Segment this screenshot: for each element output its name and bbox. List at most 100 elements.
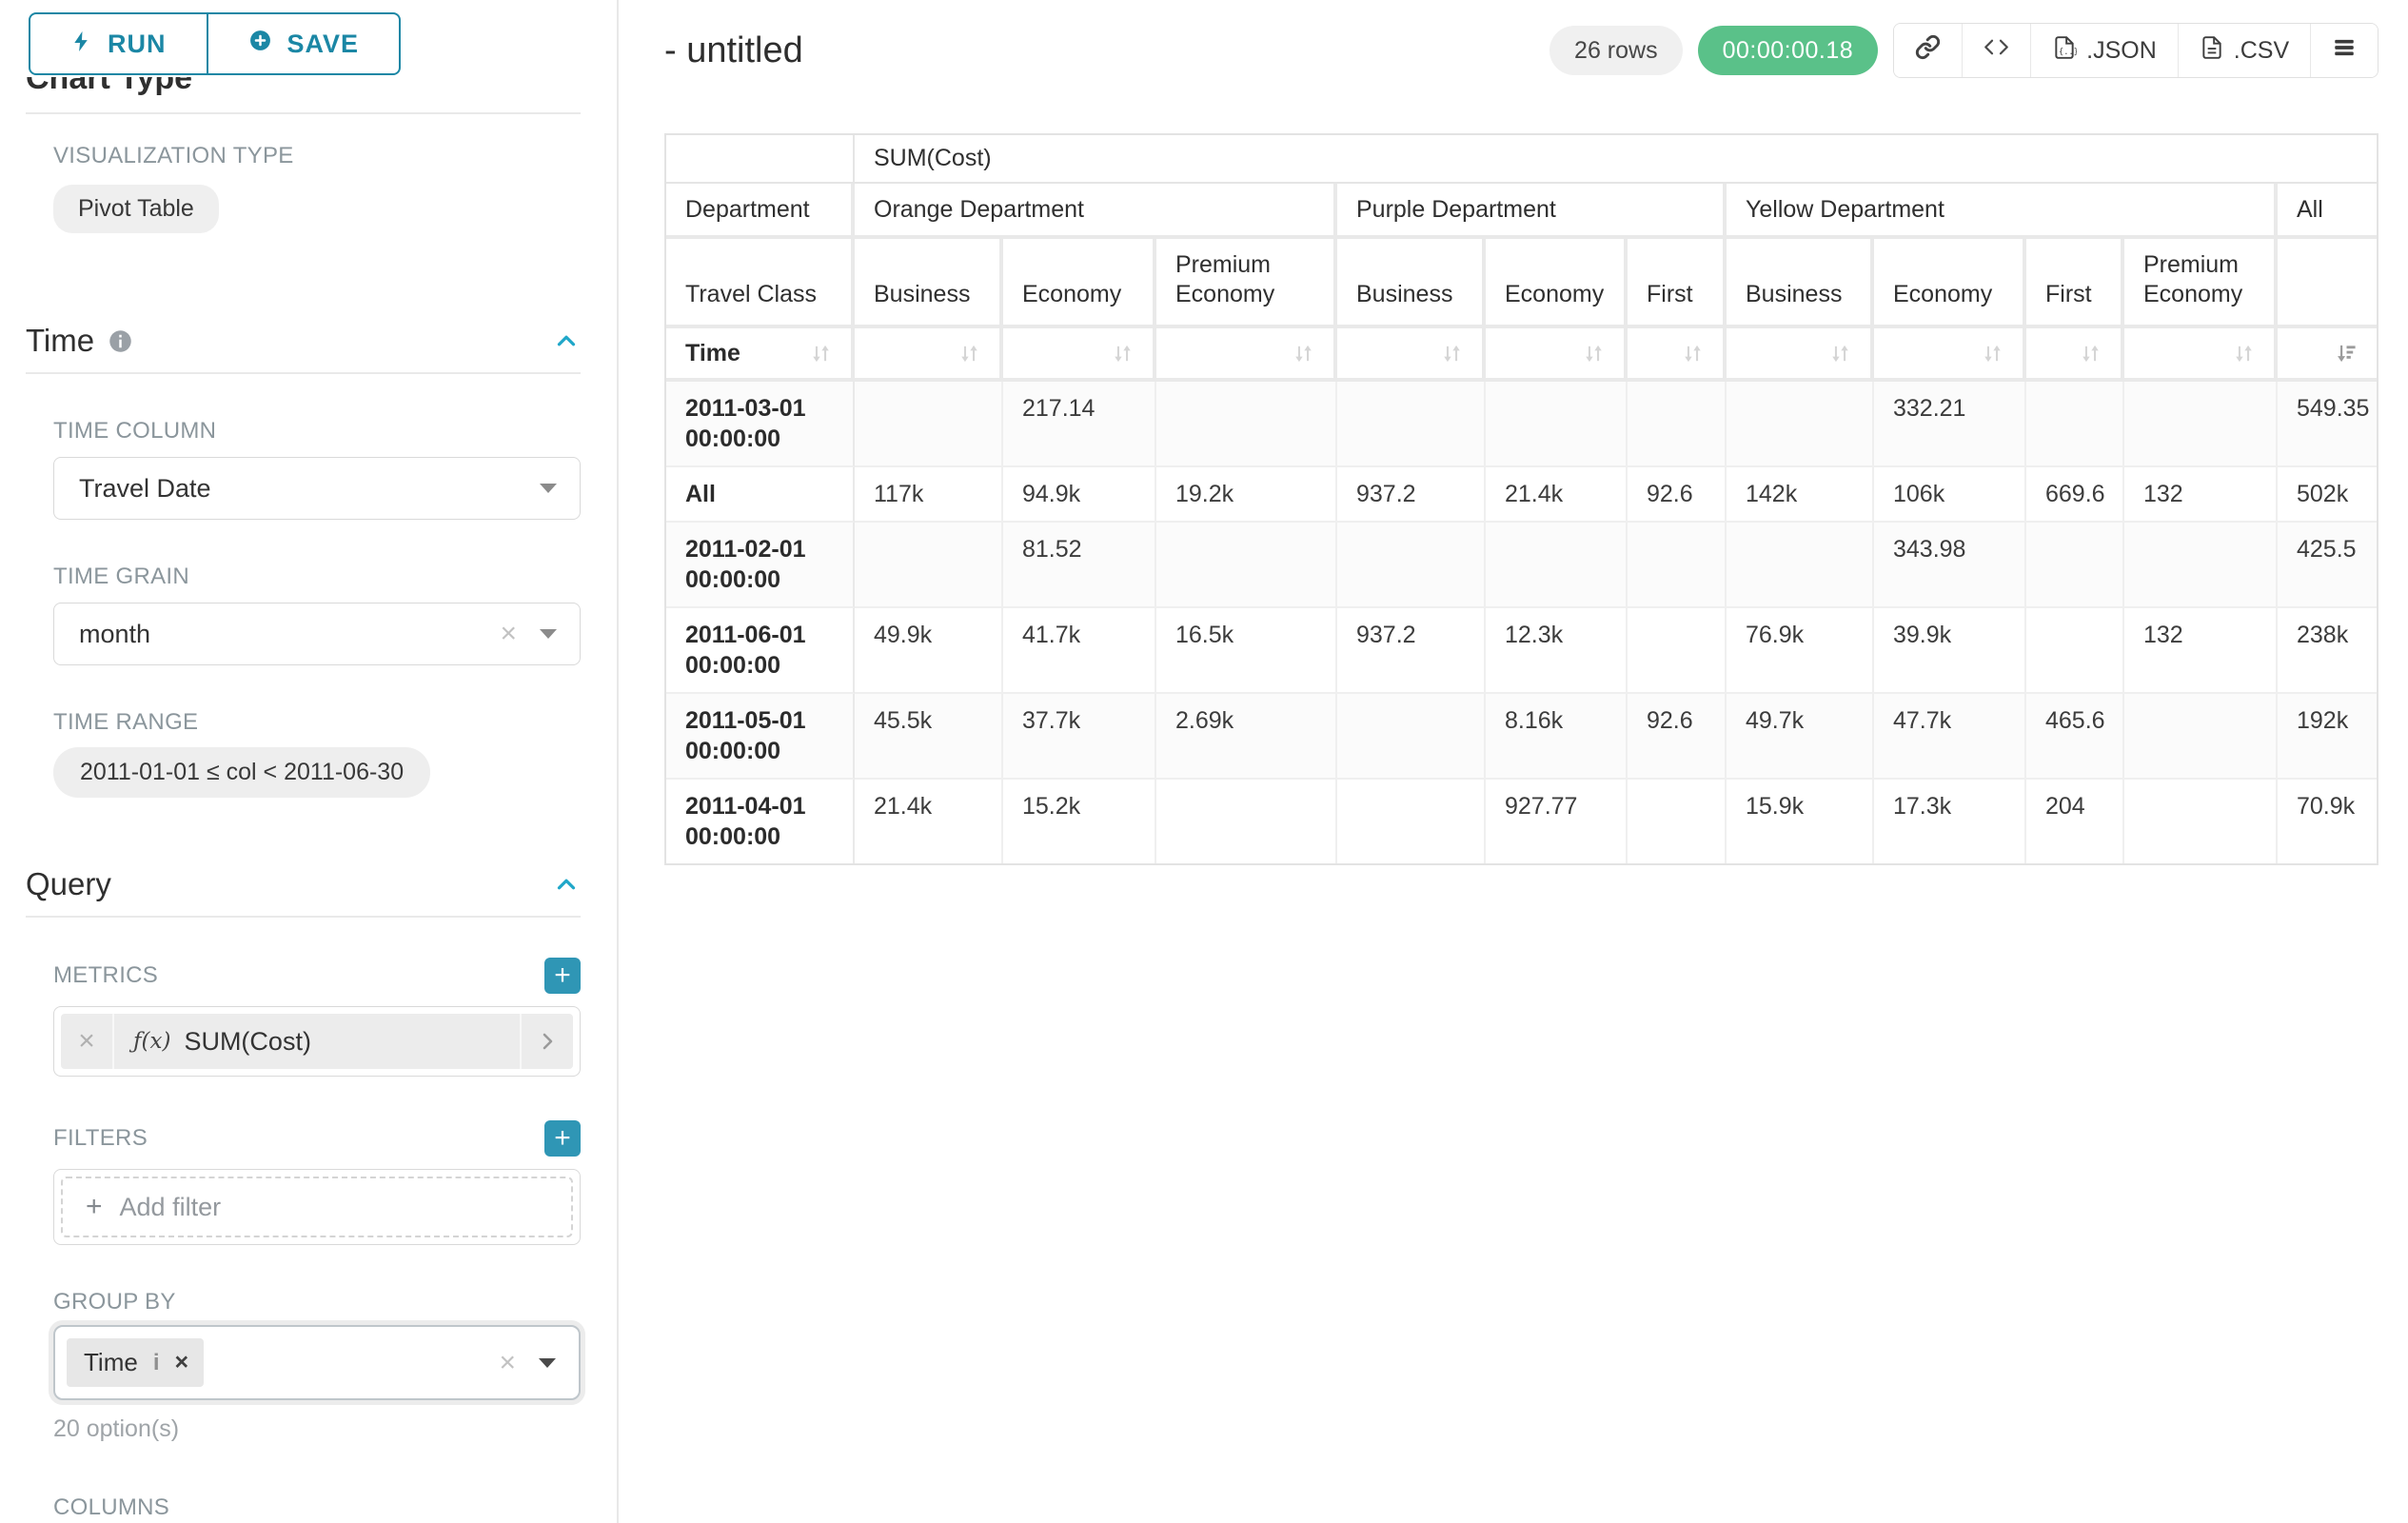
remove-icon[interactable]: ×: [174, 1349, 189, 1375]
menu-button[interactable]: [2310, 24, 2378, 77]
clear-icon[interactable]: ×: [500, 618, 517, 649]
chart-title[interactable]: - untitled: [664, 30, 803, 70]
column-group-header: Orange Department: [855, 184, 1337, 239]
sort-header[interactable]: [1727, 328, 1874, 382]
group-by-select[interactable]: Time i × ×: [53, 1325, 581, 1400]
add-filter-plus-button[interactable]: +: [544, 1120, 581, 1157]
value-cell: [2124, 694, 2278, 780]
sort-header[interactable]: [2026, 328, 2124, 382]
sort-header[interactable]: Time: [666, 328, 855, 382]
value-cell: [855, 382, 1003, 467]
row-header: 2011-05-01 00:00:00: [666, 694, 855, 780]
add-filter-button[interactable]: + Add filter: [61, 1177, 573, 1237]
value-cell: 41.7k: [1003, 608, 1156, 694]
time-grain-select[interactable]: month ×: [53, 603, 581, 665]
sort-header[interactable]: [2278, 328, 2378, 382]
value-cell: 204: [2026, 780, 2124, 863]
link-icon: [1915, 34, 1941, 67]
table-row: 2011-04-01 00:00:00 21.4k 15.2k 927.77 15.9k…: [666, 780, 2378, 863]
value-cell: [2124, 523, 2278, 608]
value-cell: 937.2: [1337, 608, 1486, 694]
value-cell: 192k: [2278, 694, 2378, 780]
remove-metric-icon[interactable]: ×: [61, 1014, 114, 1069]
viz-type-value[interactable]: Pivot Table: [53, 185, 219, 233]
value-cell: [1156, 780, 1337, 863]
value-cell: [855, 523, 1003, 608]
column-header: Economy: [1874, 239, 2026, 328]
value-cell: 927.77: [1486, 780, 1628, 863]
column-header: [2278, 239, 2378, 328]
value-cell: 76.9k: [1727, 608, 1874, 694]
time-column-select[interactable]: Travel Date: [53, 457, 581, 520]
group-by-label: GROUP BY: [53, 1289, 176, 1315]
section-divider: [26, 916, 581, 918]
metric-row: SUM(Cost): [666, 135, 2378, 184]
metric-header: SUM(Cost): [855, 135, 2378, 184]
chart-panel: - untitled 26 rows 00:00:00.18: [619, 0, 2408, 1523]
add-metric-button[interactable]: +: [544, 958, 581, 994]
caret-down-icon[interactable]: [540, 484, 557, 493]
chip[interactable]: Time i ×: [67, 1338, 205, 1387]
value-cell: 49.9k: [855, 608, 1003, 694]
embed-code-button[interactable]: [1962, 24, 2031, 77]
section-divider: [26, 112, 581, 114]
sort-header[interactable]: [1874, 328, 2026, 382]
query-section: Query METRICS + × ƒ(x): [26, 866, 581, 1523]
caret-down-icon[interactable]: [539, 1357, 556, 1368]
export-csv-button[interactable]: .CSV: [2177, 24, 2311, 77]
sort-header[interactable]: [2124, 328, 2278, 382]
sort-header[interactable]: [1628, 328, 1727, 382]
metrics-label: METRICS: [53, 962, 159, 988]
column-group-header: Purple Department: [1337, 184, 1727, 239]
sort-icon: [813, 345, 829, 362]
clear-icon[interactable]: ×: [499, 1346, 516, 1378]
value-cell: [1486, 523, 1628, 608]
function-icon: ƒ(x): [133, 1029, 171, 1054]
sort-header[interactable]: [1156, 328, 1337, 382]
caret-down-icon[interactable]: [540, 629, 557, 639]
value-cell: [1628, 523, 1727, 608]
value-cell: 15.9k: [1727, 780, 1874, 863]
chevron-up-icon[interactable]: [552, 870, 581, 899]
chevron-up-icon[interactable]: [552, 326, 581, 355]
value-cell: 15.2k: [1003, 780, 1156, 863]
csv-file-icon: [2200, 35, 2224, 67]
save-button[interactable]: SAVE: [207, 12, 402, 75]
value-cell: 21.4k: [855, 780, 1003, 863]
sort-header[interactable]: [1337, 328, 1486, 382]
time-grain-value: month: [79, 619, 151, 648]
sort-icon: [1115, 345, 1131, 362]
permalink-button[interactable]: [1894, 24, 1963, 77]
time-range-value[interactable]: 2011-01-01 ≤ col < 2011-06-30: [53, 747, 431, 798]
value-cell: 47.7k: [1874, 694, 2026, 780]
column-header: Economy: [1003, 239, 1156, 328]
table-row: 2011-03-01 00:00:00 217.14 332.21 549.35: [666, 382, 2378, 467]
row-count-badge: 26 rows: [1549, 26, 1683, 75]
export-json-button[interactable]: {..} .JSON: [2030, 24, 2178, 77]
svg-text:{..}: {..}: [2059, 48, 2077, 57]
sort-icon: [2082, 345, 2099, 362]
value-cell: [1337, 523, 1486, 608]
sort-header[interactable]: [1486, 328, 1628, 382]
value-cell: [1727, 382, 1874, 467]
value-cell: [1337, 694, 1486, 780]
metric-chip[interactable]: × ƒ(x) SUM(Cost): [61, 1014, 573, 1069]
value-cell: 49.7k: [1727, 694, 1874, 780]
sort-header[interactable]: [855, 328, 1003, 382]
value-cell: 8.16k: [1486, 694, 1628, 780]
value-cell: 669.6: [2026, 467, 2124, 523]
sort-icon: [1295, 345, 1312, 362]
chevron-right-icon[interactable]: [520, 1014, 573, 1069]
run-button[interactable]: RUN: [29, 12, 208, 75]
value-cell: 37.7k: [1003, 694, 1156, 780]
sort-row: Time: [666, 328, 2378, 382]
value-cell: 132: [2124, 467, 2278, 523]
sort-icon: [1685, 345, 1701, 362]
query-section-title: Query: [26, 866, 111, 901]
column-header: Economy: [1486, 239, 1628, 328]
sort-header[interactable]: [1003, 328, 1156, 382]
row-header: 2011-06-01 00:00:00: [666, 608, 855, 694]
lightning-icon: [70, 30, 92, 59]
time-column-label: TIME COLUMN: [53, 418, 217, 444]
sort-icon: [2236, 345, 2252, 362]
